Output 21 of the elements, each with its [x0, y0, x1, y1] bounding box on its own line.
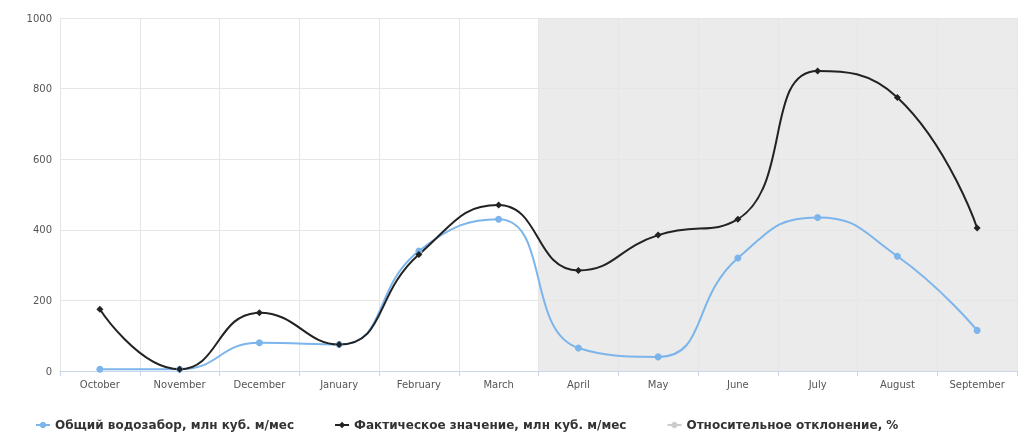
legend-label: Относительное отклонение, %: [686, 418, 899, 432]
x-tick-label: July: [807, 378, 827, 390]
x-tick-label: December: [233, 378, 287, 390]
y-tick-label: 800: [32, 83, 52, 95]
y-tick-label: 1000: [26, 12, 52, 24]
x-tick-label: August: [879, 378, 915, 390]
y-tick-label: 0: [45, 365, 52, 377]
x-tick-label: October: [79, 378, 121, 390]
x-tick-label: September: [949, 378, 1006, 390]
y-tick-label: 200: [32, 294, 52, 306]
y-tick-label: 400: [32, 224, 52, 236]
legend-label: Фактическое значение, млн куб. м/мес: [354, 418, 627, 432]
x-tick-label: January: [319, 378, 359, 390]
x-tick-label: March: [483, 378, 514, 390]
x-tick-label: April: [566, 378, 590, 390]
x-tick-label: May: [647, 378, 669, 390]
x-tick-label: November: [153, 378, 207, 390]
x-tick-label: February: [396, 378, 442, 390]
y-tick-label: 600: [32, 153, 52, 165]
legend-label: Общий водозабор, млн куб. м/мес: [55, 418, 295, 432]
x-tick-label: June: [725, 378, 749, 390]
